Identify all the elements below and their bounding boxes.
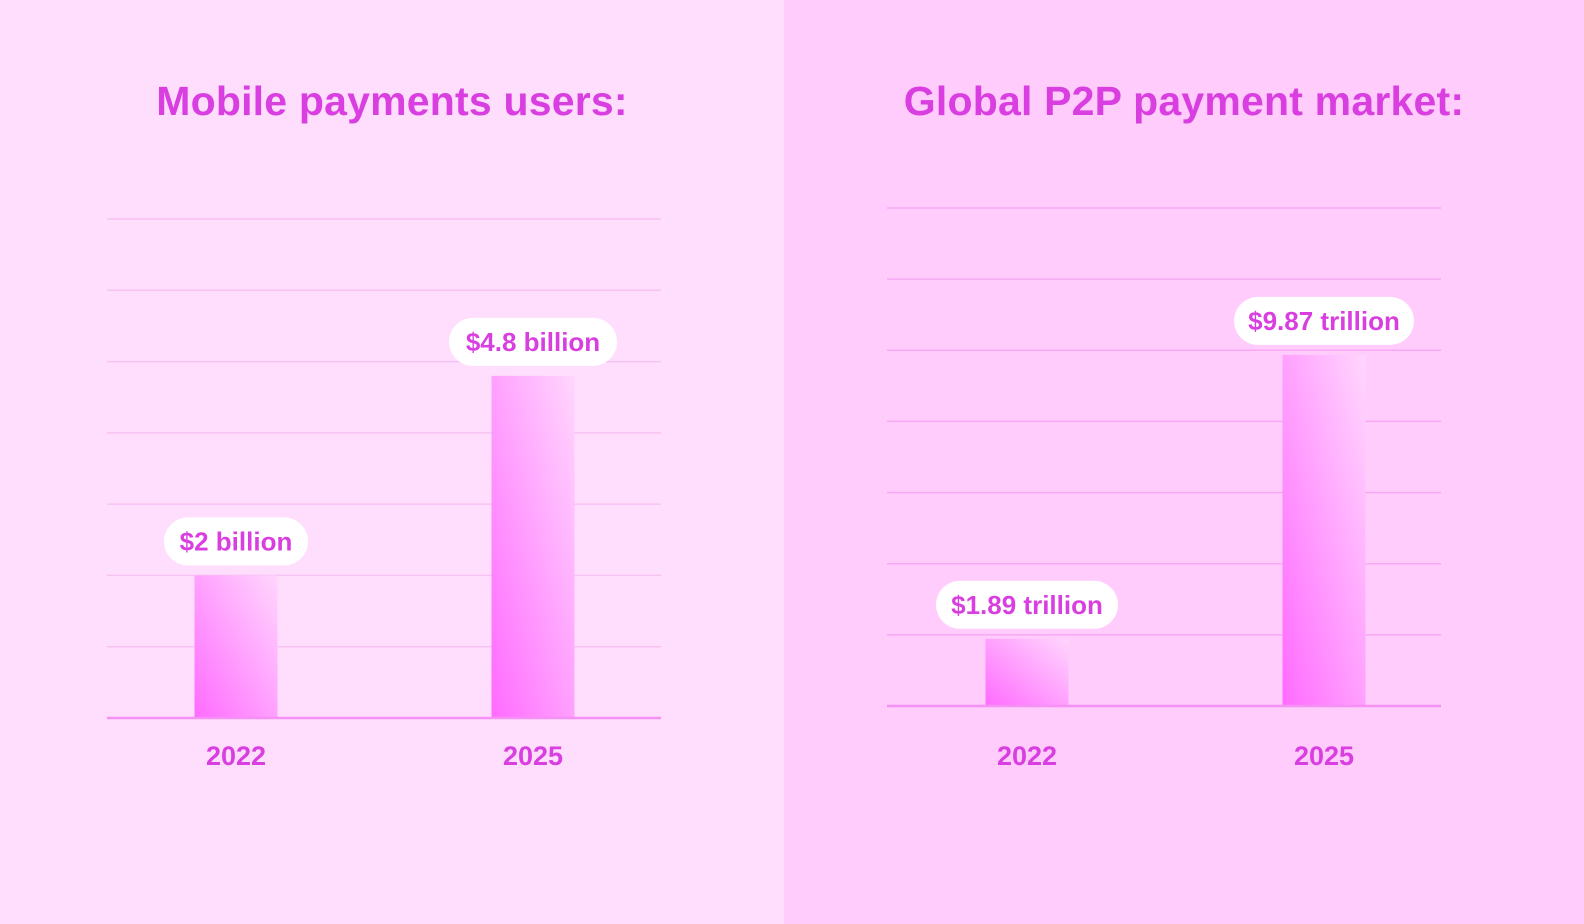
- chart-panel-p2p-market: Global P2P payment market: $1.89 trillio…: [784, 0, 1584, 924]
- data-label-pill: $2 billion: [164, 517, 308, 566]
- chart-title: Mobile payments users:: [156, 78, 628, 124]
- x-tick-label: 2025: [1294, 741, 1354, 771]
- bar-2025: [1282, 354, 1366, 706]
- data-label: $2 billion: [180, 526, 293, 556]
- chart-panel-mobile-users: Mobile payments users: $2 billion $4.8 bi…: [0, 0, 784, 924]
- data-label-background: [936, 580, 1118, 629]
- bar-2025: [491, 375, 575, 718]
- mobile-users-bar-chart: $2 billion $4.8 billion 2022 2025: [107, 218, 661, 771]
- p2p-market-bar-chart: $1.89 trillion $9.87 trillion 2022 2025: [887, 207, 1441, 771]
- chart-title: Global P2P payment market:: [903, 78, 1465, 124]
- bar-2022: [194, 575, 278, 718]
- data-label: $9.87 trillion: [1248, 306, 1400, 336]
- x-tick-label: 2025: [503, 741, 563, 771]
- data-label-pill: $4.8 billion: [449, 317, 617, 366]
- data-label-pill: $9.87 trillion: [1234, 296, 1414, 345]
- data-label-pill: $1.89 trillion: [936, 580, 1118, 629]
- data-label: $1.89 trillion: [951, 590, 1103, 620]
- data-label-background: [449, 317, 617, 366]
- x-tick-label: 2022: [997, 741, 1057, 771]
- data-label-background: [164, 517, 308, 566]
- data-label-background: [1234, 296, 1414, 345]
- bar-2022: [985, 638, 1069, 706]
- x-tick-label: 2022: [206, 741, 266, 771]
- data-label: $4.8 billion: [466, 327, 600, 357]
